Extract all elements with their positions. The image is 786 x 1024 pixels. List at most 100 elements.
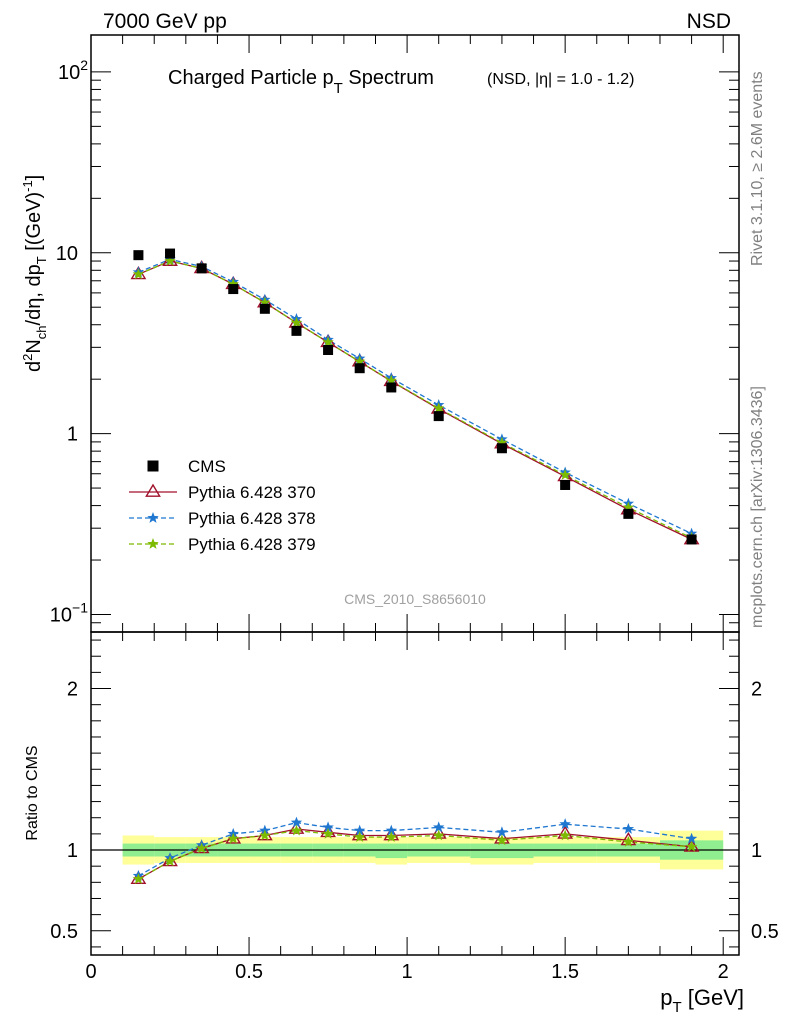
main-data-point: [228, 284, 239, 295]
main-ylabel: d2Nch/dη, dpT [(GeV)-1]: [20, 175, 49, 372]
legend-marker: [147, 512, 159, 523]
ratio-data-point: [496, 834, 508, 846]
main-data-point: [132, 268, 145, 280]
main-data-point: [165, 248, 176, 259]
ratio-ticks: 0.5 0.5 1 1 2 2 0 0.5 1 1.5 2: [50, 632, 779, 983]
ratio-data-point: [353, 831, 366, 842]
ratio-data-point: [322, 827, 334, 839]
ratio-data-point: [685, 840, 698, 852]
legend-label: Pythia 6.428 378: [188, 509, 316, 528]
ratio-markers: [130, 816, 700, 884]
ylabel-N: N: [23, 339, 45, 353]
ratio-data-point: [385, 831, 397, 842]
x-tick-label: 2: [718, 961, 729, 983]
main-data-point: [353, 355, 366, 367]
ratio-ytick-label-right: 2: [751, 679, 762, 701]
main-ytick-label: 102: [58, 57, 88, 84]
main-data-point: [686, 534, 697, 545]
ylabel-ch: ch: [34, 325, 49, 339]
main-data-point: [164, 255, 176, 266]
x-tick-label: 1: [402, 961, 413, 983]
xlabel-unit: [GeV]: [682, 985, 744, 1010]
legend-marker: [147, 538, 159, 549]
ylabel-sup2: 2: [20, 354, 35, 361]
rivet-label: Rivet 3.1.10, ≥ 2.6M events: [749, 71, 766, 266]
title-main2: Spectrum: [343, 67, 434, 89]
ratio-plot-frame: [90, 631, 740, 956]
ratio-data-point: [430, 825, 447, 839]
ylabel-bracket: [(GeV): [23, 192, 45, 256]
ratio-data-point: [322, 821, 334, 833]
ratio-ytick-label-right: 0.5: [751, 921, 779, 943]
main-data-point: [323, 344, 334, 355]
ylabel-T: T: [34, 256, 49, 264]
main-data-point: [385, 374, 397, 386]
ratio-data-point: [227, 832, 239, 844]
ylabel-mid: /dη, dp: [23, 264, 45, 325]
main-data-point: [559, 469, 571, 480]
ratio-data-point: [494, 830, 510, 844]
legend-label: CMS: [188, 457, 226, 476]
ratio-data-point: [383, 827, 400, 841]
ratio-ytick-label-right: 1: [751, 840, 762, 862]
main-data-point: [433, 402, 445, 414]
main-ytick-label-base: 10: [58, 62, 80, 84]
main-data-point: [622, 501, 635, 513]
ratio-data-point: [385, 824, 397, 836]
ratio-data-point: [622, 823, 635, 834]
ratio-data-point: [288, 820, 305, 834]
main-ytick-label-exp: −1: [72, 599, 88, 615]
legend: CMS Pythia 6.428 370 Pythia 6.428 378 Pythi…: [129, 457, 316, 554]
ratio-data-point: [351, 827, 368, 841]
main-title: Charged Particle pT Spectrum: [168, 67, 434, 97]
ratio-data-point: [433, 821, 445, 833]
main-ytick-label: 10: [56, 243, 78, 265]
main-data-point: [196, 263, 207, 274]
legend-marker: [145, 483, 161, 497]
ratio-data-point: [195, 842, 208, 854]
mcplots-label: mcplots.cern.ch [arXiv:1306.3436]: [749, 386, 766, 628]
main-data-point: [227, 278, 239, 290]
ratio-data-point: [290, 816, 303, 828]
ratio-data-point: [557, 825, 574, 839]
main-data-point: [496, 443, 507, 454]
x-tick-label: 0: [85, 961, 96, 983]
title-sub: T: [334, 80, 343, 97]
x-tick-label: 0.5: [235, 961, 263, 983]
main-ytick-label: 1: [67, 424, 78, 446]
ratio-data-point: [620, 831, 637, 846]
watermark: CMS_2010_S8656010: [344, 591, 486, 607]
main-markers: [130, 248, 700, 545]
header-right: NSD: [687, 10, 731, 33]
ratio-data-point: [164, 855, 176, 867]
ylabel-sup: -1: [20, 180, 35, 192]
main-data-point: [290, 316, 303, 328]
xlabel-p: p: [660, 985, 672, 1010]
main-ytick-label-base: 10: [50, 604, 72, 626]
main-data-point: [291, 325, 302, 336]
main-ytick-label-base: 1: [67, 424, 78, 446]
main-data-point: [496, 436, 508, 448]
legend-label: Pythia 6.428 370: [188, 483, 316, 502]
main-data-point: [259, 303, 270, 314]
ratio-data-point: [622, 835, 635, 847]
ylabel-close: ]: [23, 175, 45, 181]
legend-label: Pythia 6.428 379: [188, 535, 316, 554]
xlabel-T: T: [672, 999, 681, 1016]
ratio-data-point: [559, 829, 571, 841]
ratio-data-point: [259, 829, 271, 841]
title-small: (NSD, |η| = 1.0 - 1.2): [487, 71, 634, 88]
ratio-ytick-label: 1: [67, 840, 78, 862]
ratio-data-point: [559, 818, 571, 830]
legend-marker: [147, 460, 159, 472]
main-data-point: [322, 336, 334, 348]
ylabel-d: d: [23, 361, 45, 372]
ratio-ylabel: Ratio to CMS: [24, 745, 41, 840]
main-ytick-label-exp: 2: [80, 57, 88, 73]
ratio-band-green: [470, 843, 534, 859]
main-data-point: [354, 363, 365, 374]
main-ytick-label: 10−1: [50, 599, 88, 626]
